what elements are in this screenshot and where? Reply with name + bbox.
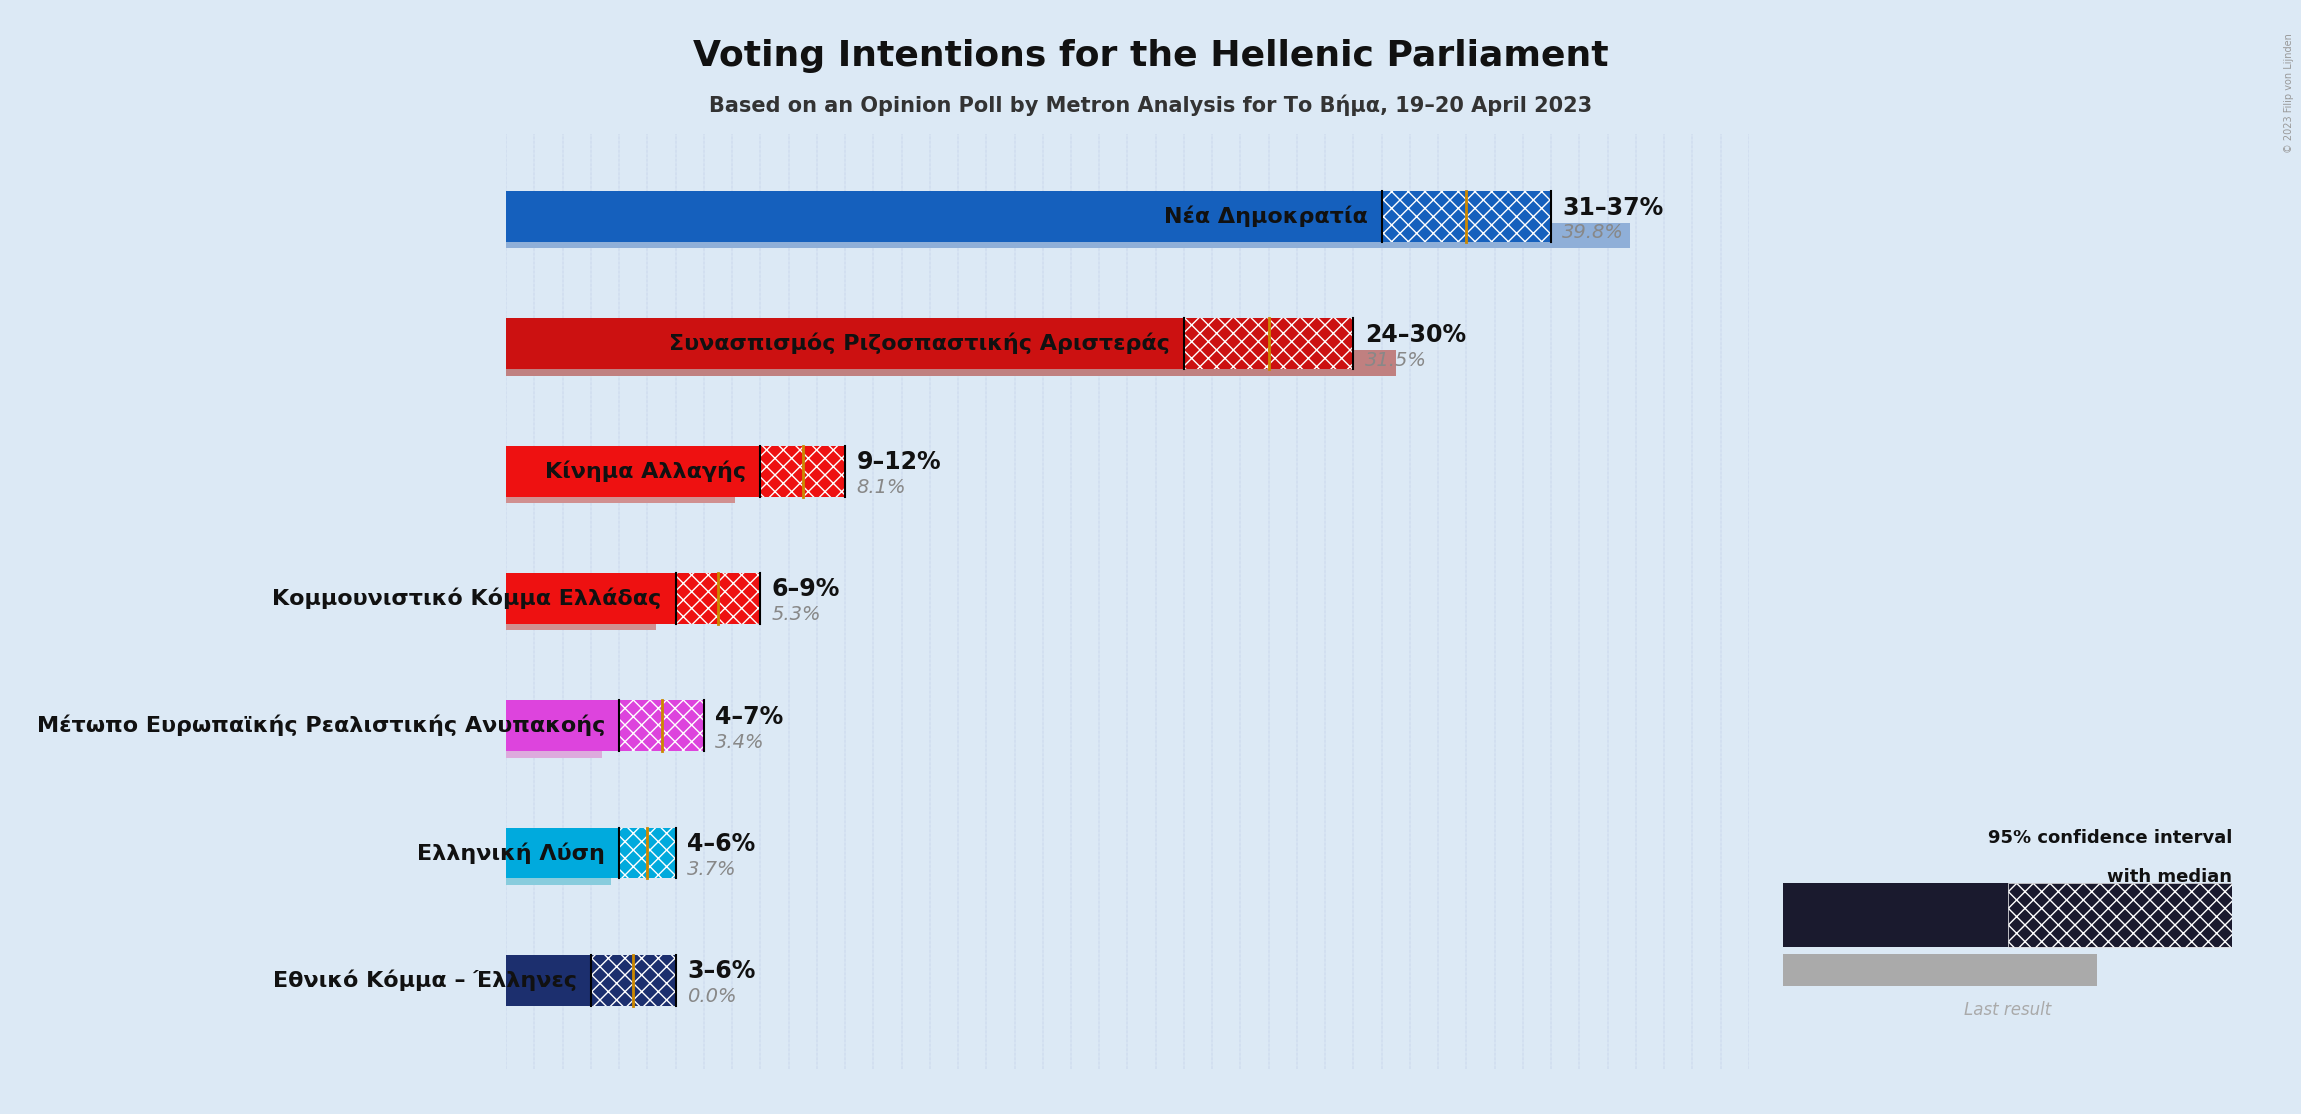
Text: 39.8%: 39.8% [1562,224,1625,243]
Bar [2006,883,2232,947]
Text: 24–30%: 24–30% [1364,323,1466,346]
Text: 3–6%: 3–6% [688,959,755,984]
Bar [591,955,676,1006]
Text: Μέτωπο Ευρωπαϊκής Ρεαλιστικής Ανυπακοής: Μέτωπο Ευρωπαϊκής Ρεαλιστικής Ανυπακοής [37,715,605,736]
Text: Based on an Opinion Poll by Metron Analysis for Το Βήμα, 19–20 April 2023: Based on an Opinion Poll by Metron Analy… [709,95,1592,116]
Text: Εθνικό Κόμμα – Έλληνες: Εθνικό Κόμμα – Έλληνες [274,969,578,991]
Bar [506,573,759,624]
Bar [676,573,759,624]
Text: 31.5%: 31.5% [1364,351,1427,370]
Bar [506,478,734,502]
Text: with median: with median [2108,869,2232,887]
Text: Ελληνική Λύση: Ελληνική Λύση [416,842,605,863]
Bar [619,828,676,879]
Bar [1783,955,2099,986]
Bar [506,859,610,885]
Bar [506,319,1353,369]
Bar [506,350,1397,375]
Text: 5.3%: 5.3% [771,605,821,625]
Text: 6–9%: 6–9% [771,577,840,602]
Bar [506,605,656,631]
Bar [1381,190,1551,242]
Bar [759,446,844,497]
Text: Κομμουνιστικό Κόμμα Ελλάδας: Κομμουνιστικό Κόμμα Ελλάδας [272,587,663,609]
Text: Κίνημα Αλλαγής: Κίνημα Αλλαγής [545,460,746,482]
Text: 95% confidence interval: 95% confidence interval [1988,829,2232,848]
Bar [506,446,844,497]
Text: © 2023 Filip von Lijnden: © 2023 Filip von Lijnden [2285,33,2294,154]
Text: Νέα Δημοκρατία: Νέα Δημοκρατία [1164,206,1367,227]
Bar [506,955,676,1006]
Text: 8.1%: 8.1% [856,478,907,497]
Text: Συνασπισμός Ριζοσπαστικής Αριστεράς: Συνασπισμός Ριζοσπαστικής Αριστεράς [670,333,1169,354]
Bar [506,190,1551,242]
Text: 3.4%: 3.4% [716,733,764,752]
Text: 31–37%: 31–37% [1562,196,1664,219]
Text: Last result: Last result [1965,1000,2050,1019]
Bar [506,732,603,758]
Bar [506,223,1629,248]
Text: Voting Intentions for the Hellenic Parliament: Voting Intentions for the Hellenic Parli… [693,39,1608,74]
Bar [1185,319,1353,369]
Bar [619,701,704,751]
Text: 0.0%: 0.0% [688,987,736,1006]
Bar [1783,883,2232,947]
Text: 3.7%: 3.7% [688,860,736,879]
Text: 4–7%: 4–7% [716,705,782,729]
Bar [506,701,704,751]
Bar [506,828,676,879]
Text: 9–12%: 9–12% [856,450,941,475]
Text: 4–6%: 4–6% [688,832,755,856]
